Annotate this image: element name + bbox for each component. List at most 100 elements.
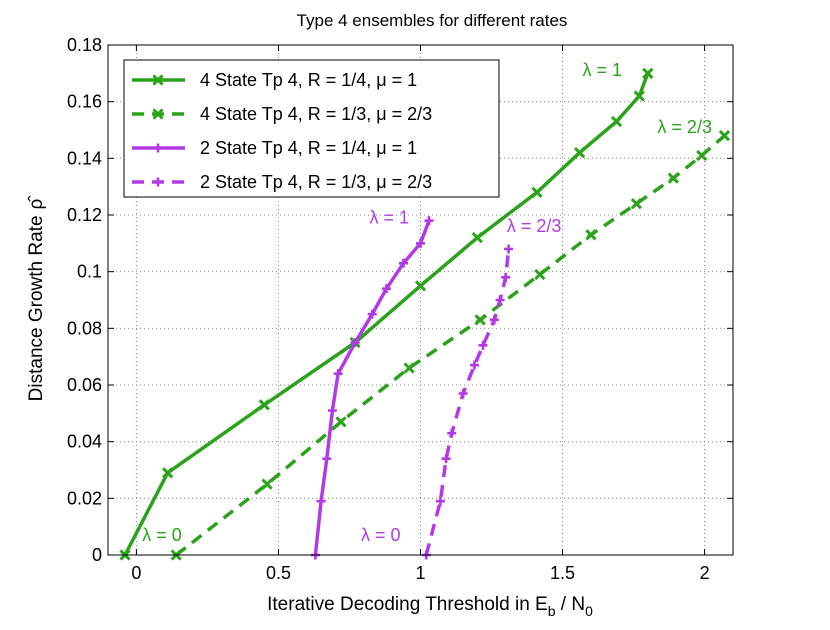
data-point xyxy=(403,362,415,374)
legend-marker xyxy=(152,74,164,86)
legend-box xyxy=(123,59,500,198)
lambda-annotation: λ = 2/3 xyxy=(657,117,712,137)
data-point xyxy=(322,454,332,464)
data-point xyxy=(696,149,708,162)
marker-x-shape xyxy=(630,198,643,210)
marker-x-shape xyxy=(718,130,731,142)
marker-x-shape xyxy=(152,108,164,120)
x-axis-label: Iterative Decoding Threshold in Eb / N0 xyxy=(267,594,593,619)
marker-plus-shape xyxy=(435,496,445,506)
marker-plus-shape xyxy=(495,295,505,305)
marker-plus-shape xyxy=(478,340,488,350)
data-point xyxy=(414,280,427,292)
legend-label: 2 State Tp 4, R = 1/4, μ = 1 xyxy=(200,138,417,158)
series-layer xyxy=(119,67,731,561)
marker-x-shape xyxy=(696,149,708,162)
marker-plus-shape xyxy=(381,284,391,294)
y-tick-label: 0.16 xyxy=(67,92,102,112)
x-axis-label-sub-b: b xyxy=(548,603,556,619)
marker-x-shape xyxy=(474,314,486,326)
marker-plus-shape xyxy=(153,143,163,153)
legend-label: 4 State Tp 4, R = 1/4, μ = 1 xyxy=(200,70,417,90)
x-tick-label: 0.5 xyxy=(266,563,291,583)
data-point xyxy=(316,496,326,506)
data-point xyxy=(258,399,270,411)
marker-x-shape xyxy=(534,268,546,281)
lambda-annotation: λ = 1 xyxy=(583,60,623,80)
marker-x-shape xyxy=(335,416,347,428)
legend-item: 4 State Tp 4, R = 1/4, μ = 1 xyxy=(132,70,417,90)
data-point xyxy=(335,416,347,428)
data-point xyxy=(441,454,451,464)
chart-title: Type 4 ensembles for different rates xyxy=(297,11,568,30)
marker-plus-shape xyxy=(350,338,360,347)
marker-plus-shape xyxy=(367,309,377,319)
data-point xyxy=(718,130,731,142)
y-tick-label: 0.02 xyxy=(67,488,102,508)
marker-x-shape xyxy=(610,115,623,128)
marker-plus-shape xyxy=(333,369,343,379)
legend-label: 4 State Tp 4, R = 1/3, μ = 2/3 xyxy=(200,104,432,124)
lambda-annotation: λ = 2/3 xyxy=(507,216,562,236)
marker-plus-shape xyxy=(153,177,163,187)
data-point xyxy=(327,406,337,415)
marker-x-shape xyxy=(633,90,645,102)
marker-x-shape xyxy=(403,362,415,374)
data-point xyxy=(585,229,597,241)
marker-plus-shape xyxy=(316,496,326,506)
y-axis-label-main: Distance Growth Rate xyxy=(26,215,47,401)
marker-plus-shape xyxy=(489,315,499,325)
marker-x-shape xyxy=(667,172,679,184)
lambda-annotation: λ = 1 xyxy=(369,208,409,228)
data-point xyxy=(478,340,488,350)
data-point xyxy=(471,232,483,244)
data-point xyxy=(261,478,273,490)
y-tick-label: 0.12 xyxy=(67,205,102,225)
series-3 xyxy=(310,216,434,560)
marker-plus-shape xyxy=(504,244,514,254)
data-point xyxy=(381,284,391,294)
marker-x-shape xyxy=(162,467,174,479)
data-point xyxy=(610,115,623,128)
y-axis-label: Distance Growth Rateρ̂ xyxy=(26,195,47,402)
data-point xyxy=(474,314,486,326)
marker-x-shape xyxy=(152,74,164,86)
marker-plus-shape xyxy=(416,238,425,248)
axis-layer: 0 0.5 1 1.5 2 0 0.02 0.04 0.06 0.08 0.1 0.12 0.14 0.1… xyxy=(67,35,734,583)
y-tick-label: 0 xyxy=(92,545,102,565)
data-point xyxy=(504,244,514,254)
data-point xyxy=(333,369,343,379)
data-point xyxy=(489,315,499,325)
marker-plus-shape xyxy=(447,428,457,438)
marker-x-shape xyxy=(261,478,273,490)
data-point xyxy=(667,172,679,184)
marker-plus-shape xyxy=(501,272,511,282)
data-point xyxy=(495,295,505,305)
data-point xyxy=(573,147,586,159)
marker-plus-shape xyxy=(458,389,468,398)
data-point xyxy=(642,67,654,79)
marker-plus-shape xyxy=(441,454,451,464)
data-point xyxy=(367,309,377,319)
marker-plus-shape xyxy=(424,216,434,226)
x-tick-label: 1.5 xyxy=(550,563,575,583)
y-tick-label: 0.08 xyxy=(67,318,102,338)
legend-marker xyxy=(153,143,163,153)
data-point xyxy=(447,428,457,438)
data-point xyxy=(416,238,425,248)
marker-plus-shape xyxy=(327,406,337,415)
data-point xyxy=(534,268,546,281)
y-tick-label: 0.06 xyxy=(67,375,102,395)
marker-x-shape xyxy=(258,399,270,411)
legend-item: 4 State Tp 4, R = 1/3, μ = 2/3 xyxy=(132,104,432,124)
data-point xyxy=(398,258,408,268)
y-tick-label: 0.1 xyxy=(77,262,102,282)
y-axis-label-group: Distance Growth Rateρ̂ xyxy=(26,195,47,402)
marker-x-shape xyxy=(531,186,543,198)
legend: 4 State Tp 4, R = 1/4, μ = 1 4 State Tp 4… xyxy=(123,59,500,198)
data-point xyxy=(501,272,511,282)
lambda-annotation: λ = 0 xyxy=(142,525,182,545)
marker-plus-shape xyxy=(469,360,479,370)
legend-item: 2 State Tp 4, R = 1/4, μ = 1 xyxy=(132,138,417,158)
